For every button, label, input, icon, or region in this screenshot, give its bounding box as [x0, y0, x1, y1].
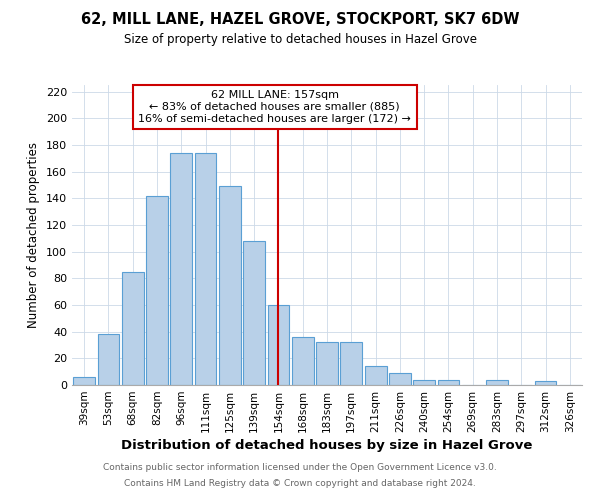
Bar [340, 342, 362, 385]
Y-axis label: Number of detached properties: Number of detached properties [28, 142, 40, 328]
Bar [389, 373, 411, 385]
Bar [97, 334, 119, 385]
Bar [365, 366, 386, 385]
Bar [413, 380, 435, 385]
Text: Contains HM Land Registry data © Crown copyright and database right 2024.: Contains HM Land Registry data © Crown c… [124, 478, 476, 488]
Bar [170, 153, 192, 385]
Text: Size of property relative to detached houses in Hazel Grove: Size of property relative to detached ho… [124, 32, 476, 46]
Bar [316, 342, 338, 385]
Bar [292, 337, 314, 385]
Bar [194, 153, 217, 385]
Bar [437, 380, 460, 385]
Text: Contains public sector information licensed under the Open Government Licence v3: Contains public sector information licen… [103, 464, 497, 472]
Bar [486, 380, 508, 385]
Text: 62 MILL LANE: 157sqm
← 83% of detached houses are smaller (885)
16% of semi-deta: 62 MILL LANE: 157sqm ← 83% of detached h… [139, 90, 411, 124]
X-axis label: Distribution of detached houses by size in Hazel Grove: Distribution of detached houses by size … [121, 439, 533, 452]
Bar [122, 272, 143, 385]
Bar [268, 305, 289, 385]
Bar [73, 377, 95, 385]
Bar [219, 186, 241, 385]
Bar [243, 241, 265, 385]
Text: 62, MILL LANE, HAZEL GROVE, STOCKPORT, SK7 6DW: 62, MILL LANE, HAZEL GROVE, STOCKPORT, S… [81, 12, 519, 28]
Bar [535, 381, 556, 385]
Bar [146, 196, 168, 385]
